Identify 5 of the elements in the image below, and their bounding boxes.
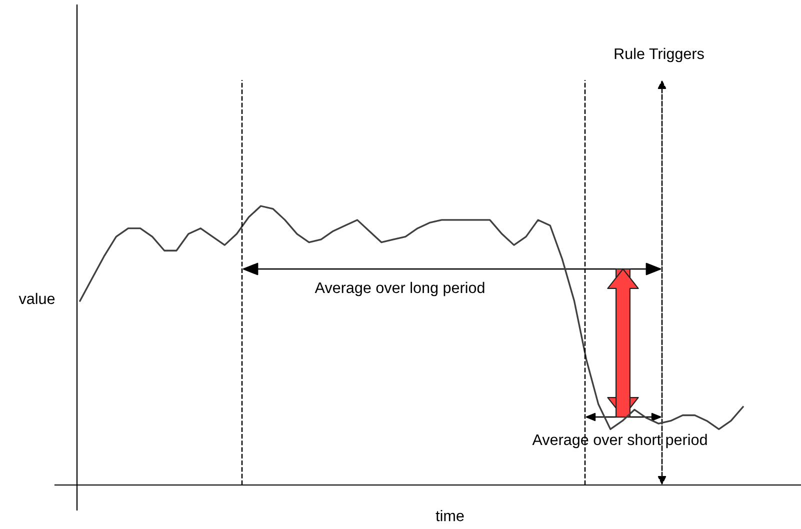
y-axis-title: value [18,292,55,304]
annotation: Average over long period [314,282,484,296]
x-axis-title: time [436,510,464,522]
text: Rule Triggers [614,48,704,62]
annotation: Average over short period [532,434,707,448]
